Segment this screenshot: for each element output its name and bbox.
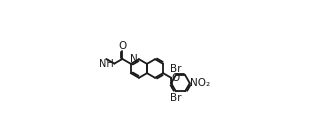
Text: Br: Br (170, 93, 181, 103)
Text: O: O (118, 41, 127, 51)
Text: NH: NH (99, 59, 114, 69)
Text: NO₂: NO₂ (190, 78, 211, 88)
Text: Br: Br (170, 64, 181, 74)
Text: O: O (172, 73, 180, 83)
Text: N: N (131, 54, 138, 64)
